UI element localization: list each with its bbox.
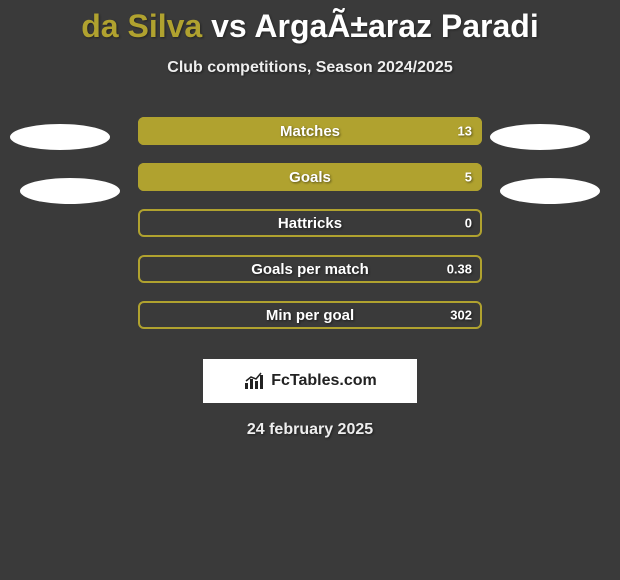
decorative-ellipse bbox=[10, 124, 110, 150]
stat-label: Goals per match bbox=[251, 261, 369, 278]
stat-value: 13 bbox=[458, 124, 472, 139]
stat-value: 302 bbox=[450, 308, 472, 323]
page-title: da Silva vs ArgaÃ±araz Paradi bbox=[0, 0, 620, 45]
stat-label: Min per goal bbox=[266, 307, 354, 324]
stat-value: 0.38 bbox=[447, 262, 472, 277]
date-text: 24 february 2025 bbox=[0, 421, 620, 439]
stat-value: 0 bbox=[465, 216, 472, 231]
decorative-ellipse bbox=[490, 124, 590, 150]
stat-row: Goals per match 0.38 bbox=[138, 255, 482, 283]
chart-icon bbox=[243, 371, 267, 391]
subtitle: Club competitions, Season 2024/2025 bbox=[0, 59, 620, 77]
title-right: ArgaÃ±araz Paradi bbox=[254, 8, 538, 44]
stat-row: Goals 5 bbox=[138, 163, 482, 191]
decorative-ellipse bbox=[500, 178, 600, 204]
title-left: da Silva bbox=[81, 8, 202, 44]
logo-box: FcTables.com bbox=[203, 359, 417, 403]
stat-label: Goals bbox=[289, 169, 331, 186]
title-vs: vs bbox=[202, 8, 254, 44]
stat-label: Matches bbox=[280, 123, 340, 140]
stat-row: Min per goal 302 bbox=[138, 301, 482, 329]
stat-label: Hattricks bbox=[278, 215, 342, 232]
stat-value: 5 bbox=[465, 170, 472, 185]
logo-text: FcTables.com bbox=[271, 372, 377, 390]
stat-row: Matches 13 bbox=[138, 117, 482, 145]
decorative-ellipse bbox=[20, 178, 120, 204]
stat-row: Hattricks 0 bbox=[138, 209, 482, 237]
